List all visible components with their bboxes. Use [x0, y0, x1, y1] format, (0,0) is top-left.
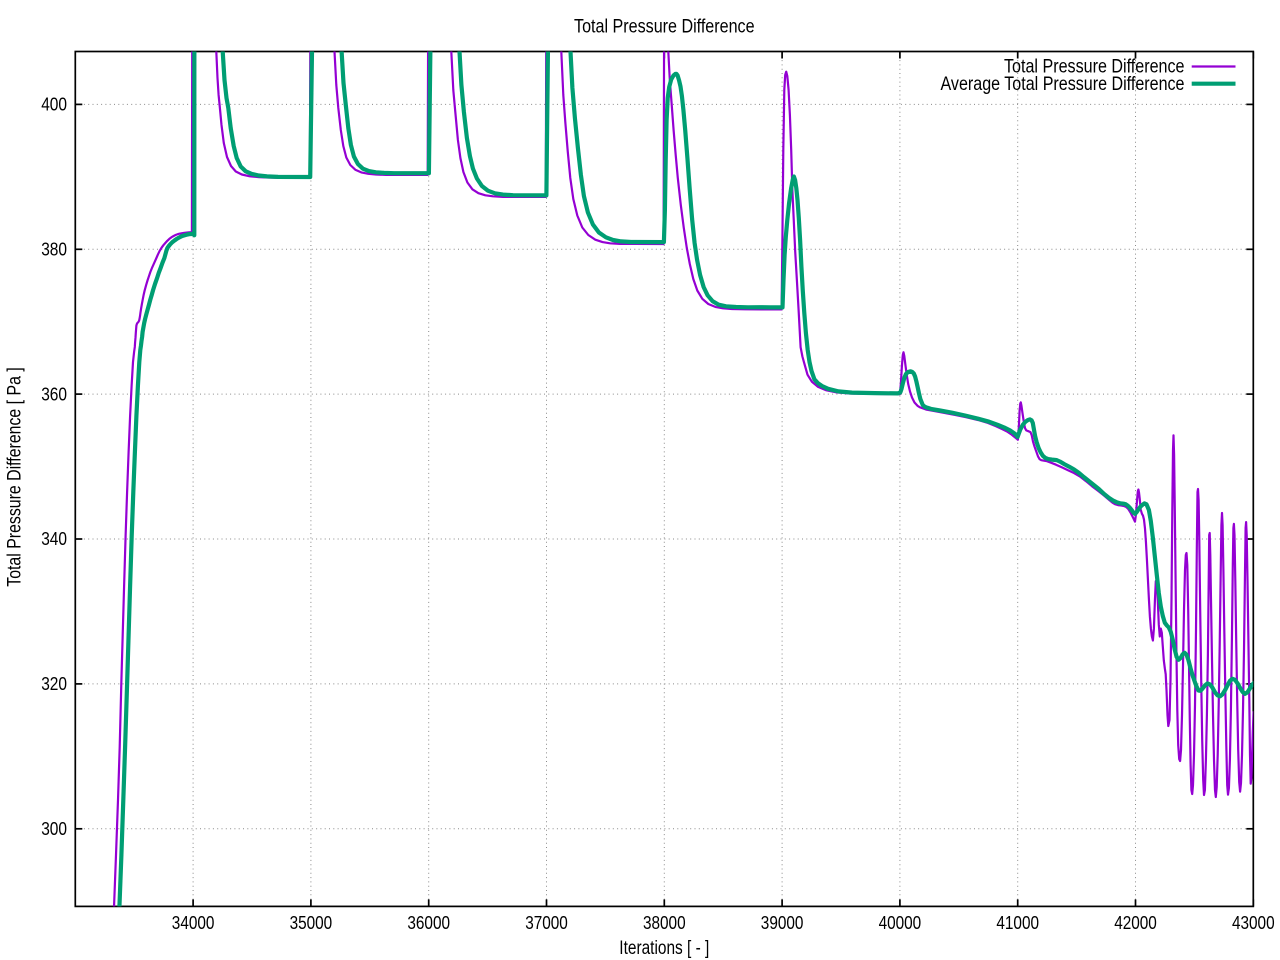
svg-text:Iterations [ - ]: Iterations [ - ]	[619, 938, 709, 959]
svg-text:35000: 35000	[290, 913, 333, 933]
svg-text:Average Total Pressure Differe: Average Total Pressure Difference	[941, 74, 1185, 95]
svg-text:380: 380	[41, 240, 67, 260]
svg-text:40000: 40000	[879, 913, 922, 933]
svg-text:43000: 43000	[1232, 913, 1275, 933]
svg-text:300: 300	[41, 819, 67, 839]
svg-text:37000: 37000	[525, 913, 568, 933]
svg-text:39000: 39000	[761, 913, 804, 933]
svg-text:41000: 41000	[996, 913, 1039, 933]
svg-text:340: 340	[41, 529, 67, 549]
svg-text:400: 400	[41, 95, 67, 115]
svg-text:Total Pressure Difference [ Pa: Total Pressure Difference [ Pa ]	[4, 367, 25, 587]
svg-text:36000: 36000	[407, 913, 450, 933]
svg-text:Total Pressure Difference: Total Pressure Difference	[1004, 57, 1185, 78]
svg-text:360: 360	[41, 384, 67, 404]
svg-text:Total Pressure Difference: Total Pressure Difference	[574, 17, 755, 38]
svg-text:34000: 34000	[172, 913, 215, 933]
svg-text:38000: 38000	[643, 913, 686, 933]
svg-text:320: 320	[41, 674, 67, 694]
svg-text:42000: 42000	[1114, 913, 1157, 933]
